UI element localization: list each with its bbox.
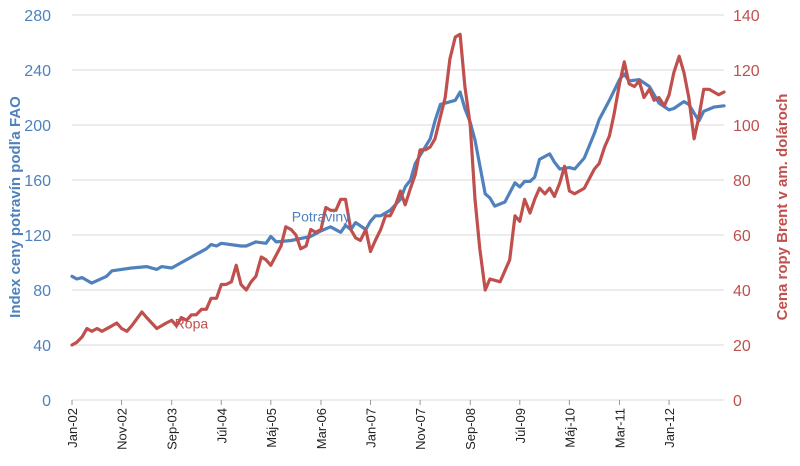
x-tick-label: Mar-11 — [613, 408, 628, 448]
right-tick-label: 80 — [733, 173, 751, 190]
right-axis-title: Cena ropy Brent v am. dolároch — [774, 94, 791, 321]
x-tick-label: Júl-09 — [513, 408, 528, 443]
left-tick-label: 200 — [24, 118, 51, 135]
x-tick-label: Nov-02 — [115, 408, 130, 450]
right-tick-label: 40 — [733, 283, 751, 300]
series-annotation-ropa: Ropa — [175, 316, 209, 332]
right-tick-label: 60 — [733, 228, 751, 245]
x-tick-label: Jan-07 — [364, 408, 379, 448]
x-tick-label: Máj-10 — [562, 408, 577, 448]
right-axis-ticks: 0 20 40 60 80 100 120 140 — [733, 8, 760, 410]
x-tick-label: Sep-08 — [463, 408, 478, 450]
grid — [72, 14, 724, 401]
series-line-potraviny — [70, 72, 726, 285]
left-tick-label: 0 — [42, 393, 51, 410]
right-tick-label: 140 — [733, 8, 760, 25]
x-tick-label: Júl-04 — [214, 408, 229, 443]
left-axis-title: Index ceny potravín podľa FAO — [7, 96, 24, 318]
left-tick-label: 120 — [24, 228, 51, 245]
series-annotations: Potraviny Ropa — [175, 208, 350, 331]
right-tick-label: 100 — [733, 118, 760, 135]
left-tick-label: 240 — [24, 63, 51, 80]
left-tick-label: 80 — [33, 283, 51, 300]
series-lines — [70, 32, 726, 347]
right-tick-label: 0 — [733, 393, 742, 410]
left-tick-label: 280 — [24, 8, 51, 25]
left-tick-label: 40 — [33, 338, 51, 355]
x-tick-label: Sep-03 — [165, 408, 180, 450]
right-tick-label: 120 — [733, 63, 760, 80]
series-annotation-potraviny: Potraviny — [292, 208, 350, 224]
x-tick-label: Jan-02 — [65, 408, 80, 448]
x-tick-label: Jan-12 — [662, 408, 677, 448]
right-tick-label: 20 — [733, 338, 751, 355]
x-axis-ticks: Jan-02 Nov-02 Sep-03 Júl-04 Máj-05 Mar-06 Jan-… — [65, 400, 677, 450]
x-tick-label: Mar-06 — [314, 408, 329, 449]
left-tick-label: 160 — [24, 173, 51, 190]
series-line-ropa — [70, 32, 726, 347]
x-tick-label: Nov-07 — [413, 408, 428, 450]
left-axis-ticks: 0 40 80 120 160 200 240 280 — [24, 8, 51, 410]
x-tick-label: Máj-05 — [264, 408, 279, 448]
